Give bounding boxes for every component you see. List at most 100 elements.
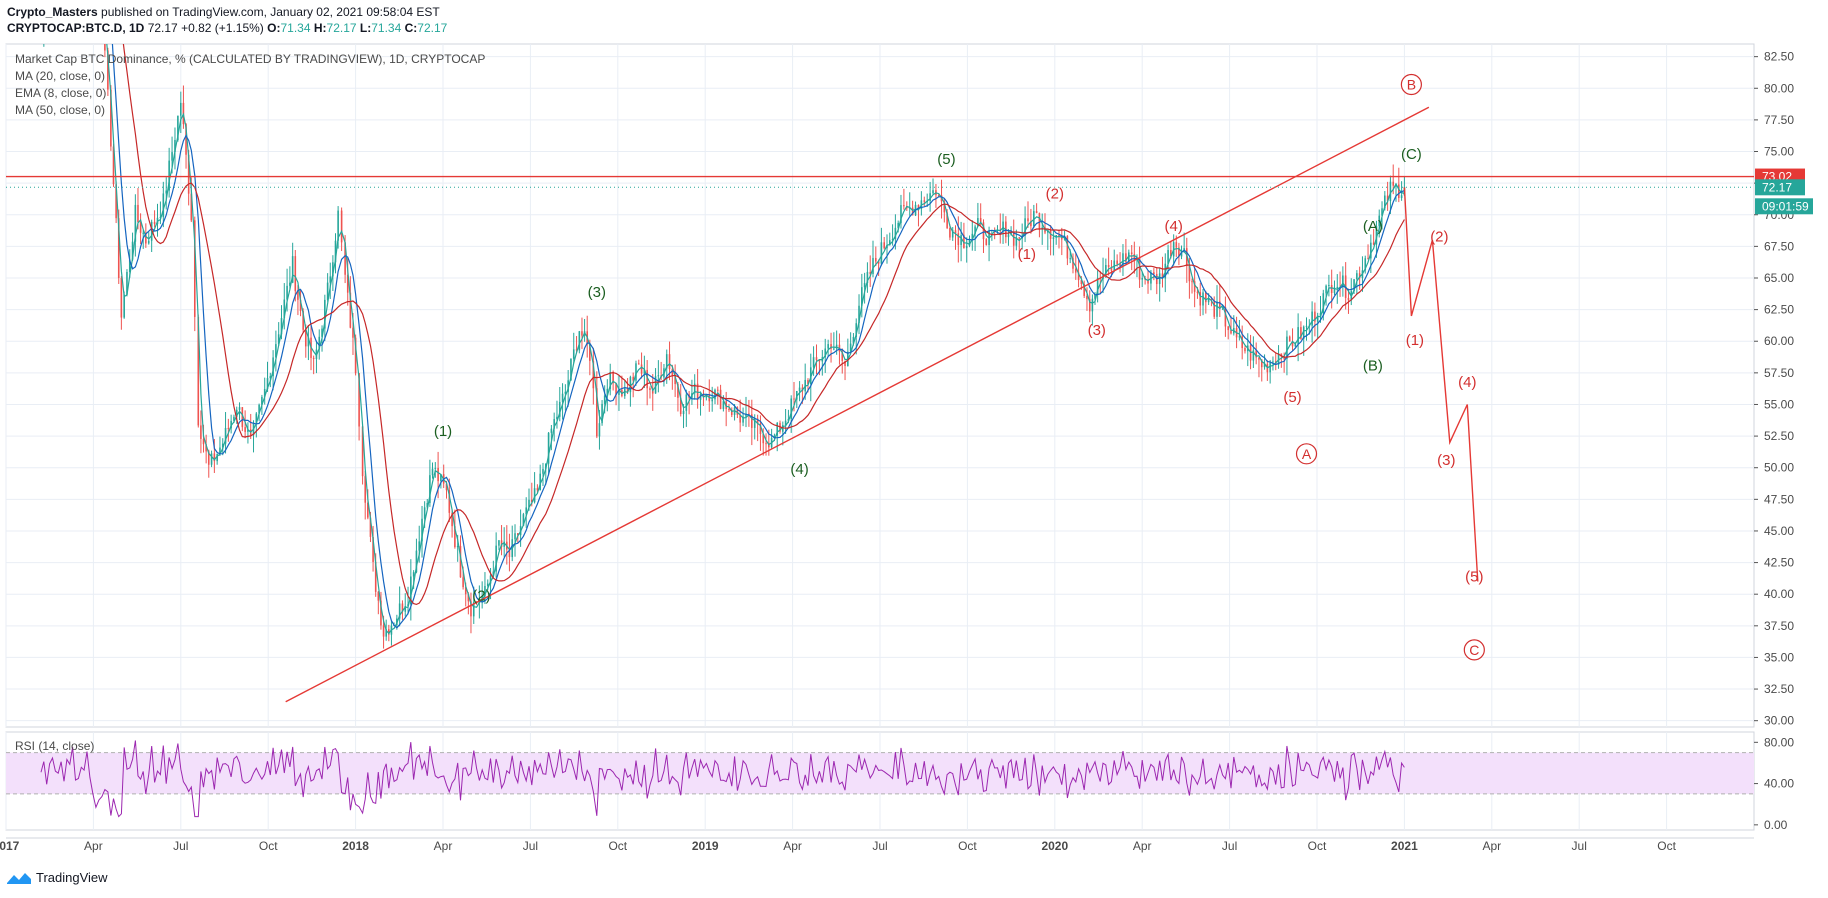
candle-body: [115, 184, 117, 219]
candle-body: [401, 603, 404, 612]
candle-body: [589, 344, 591, 361]
candle-body: [818, 360, 821, 362]
candle-body: [1330, 284, 1333, 294]
candle-body: [1096, 277, 1099, 295]
candle-body: [1060, 236, 1063, 240]
candle-body: [388, 629, 390, 635]
wave-label: (A): [1363, 218, 1383, 235]
wave-label: (4): [790, 461, 808, 478]
candle-body: [880, 242, 883, 264]
candle-body: [1066, 236, 1069, 259]
candle-body: [719, 389, 722, 409]
candle-body: [623, 388, 626, 397]
candle-body: [377, 591, 380, 601]
candle-body: [1199, 292, 1202, 306]
low-label: L:: [359, 21, 372, 35]
candle-body: [1012, 231, 1015, 246]
candle-body: [263, 388, 266, 397]
candle-body: [1227, 326, 1230, 331]
candle-body: [875, 257, 877, 262]
candle-body: [977, 218, 979, 227]
candle-body: [332, 262, 334, 277]
candle-body: [1018, 237, 1021, 239]
candle-body: [883, 242, 885, 249]
legend-ma20[interactable]: MA (20, close, 0): [15, 69, 106, 83]
candle-body: [503, 541, 505, 547]
candle-body: [1367, 258, 1369, 260]
wave-label: (4): [1164, 218, 1182, 235]
candle-body: [596, 388, 598, 437]
candle-body: [1322, 293, 1325, 314]
x-tick-label: Jul: [1222, 839, 1237, 853]
wave-circle-label: B: [1407, 76, 1416, 92]
main-plot-group: [43, 0, 1479, 703]
candle-body: [1125, 253, 1127, 262]
candle-body: [1205, 292, 1207, 303]
candle-body: [1277, 353, 1280, 365]
candle-body: [1202, 292, 1204, 306]
candle-body: [517, 533, 519, 536]
y-tick-label: 52.50: [1764, 429, 1794, 443]
x-tick-label: Jul: [872, 839, 887, 853]
wave-circle-label: C: [1469, 642, 1479, 658]
rsi-tick-label: 0.00: [1764, 818, 1788, 832]
y-tick-label: 37.50: [1764, 619, 1794, 633]
candle-body: [1052, 237, 1055, 239]
candle-body: [960, 235, 962, 246]
candle-body: [134, 204, 137, 242]
candle-body: [385, 629, 387, 637]
candle-body: [965, 245, 968, 249]
candle-body: [101, 0, 103, 29]
candle-body: [685, 394, 688, 411]
candle-body: [852, 336, 855, 344]
candle-body: [1002, 221, 1004, 232]
candle-body: [117, 218, 120, 278]
candle-body: [185, 124, 187, 155]
candle-body: [459, 546, 462, 578]
candle-body: [762, 434, 765, 444]
candle-body: [1286, 336, 1288, 359]
wave-label: (3): [1437, 452, 1455, 469]
y-tick-label: 35.00: [1764, 650, 1794, 664]
candle-body: [1252, 350, 1255, 361]
candle-body: [1384, 195, 1386, 209]
candle-body: [1133, 254, 1136, 260]
candle-body: [728, 408, 730, 411]
candle-body: [567, 380, 569, 392]
close-value: 72.17: [417, 21, 448, 35]
candle-body: [1216, 301, 1218, 317]
candle-body: [858, 305, 860, 324]
candle-body: [1094, 294, 1096, 299]
candle-body: [954, 230, 957, 234]
candle-body: [302, 311, 304, 330]
candle-body: [207, 451, 210, 465]
candle-body: [1370, 242, 1372, 259]
candle-body: [1191, 281, 1193, 283]
candle-body: [1213, 300, 1216, 317]
tradingview-brand[interactable]: TradingView: [6, 870, 108, 885]
legend-ema8[interactable]: EMA (8, close, 0): [15, 86, 107, 100]
candle-body: [1358, 273, 1361, 279]
y-tick-label: 42.50: [1764, 556, 1794, 570]
candle-body: [629, 376, 632, 393]
symbol-line: CRYPTOCAP:BTC.D, 1D 72.17 +0.82 (+1.15%)…: [7, 21, 447, 35]
legend-rsi[interactable]: RSI (14, close): [15, 739, 95, 753]
candle-body: [462, 577, 464, 588]
author-name[interactable]: Crypto_Masters: [7, 5, 98, 19]
candle-body: [244, 427, 246, 432]
candle-body: [1389, 181, 1392, 202]
candle-body: [1400, 195, 1403, 198]
candle-body: [418, 541, 421, 551]
candle-body: [1188, 265, 1191, 282]
y-tick-label: 65.00: [1764, 271, 1794, 285]
legend-ma50[interactable]: MA (50, close, 0): [15, 103, 106, 117]
x-tick-label: Jul: [1572, 839, 1587, 853]
candle-body: [486, 583, 489, 586]
candle-body: [1074, 268, 1077, 273]
wave-circle: [1295, 443, 1318, 465]
candle-body: [643, 369, 646, 374]
candle-body: [451, 512, 453, 527]
candle-body: [855, 323, 858, 337]
candle-body: [238, 407, 241, 410]
